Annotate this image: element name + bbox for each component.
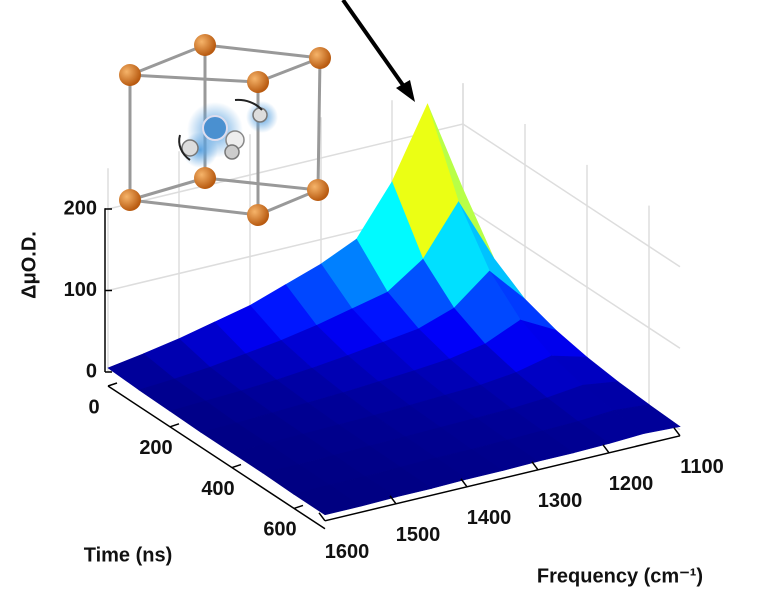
frequency-tick [673,427,681,437]
frequency-tick-label: 1300 [538,490,583,512]
time-tick-label: 0 [88,396,99,418]
frequency-tick [389,495,397,505]
frequency-tick-label: 1100 [680,456,723,478]
time-axis [107,385,326,530]
time-tick [293,504,304,510]
y-axis-label: Time (ns) [84,544,173,566]
z-tick-label: 100 [64,279,97,301]
time-tick [169,423,180,428]
frequency-tick-label: 1500 [396,524,441,546]
axes: 0 100 200 0 200 400 600 1100 1200 1300 1400 1500 160… [18,197,723,587]
time-tick-label: 400 [201,478,234,500]
frequency-tick-label: 1200 [609,473,654,495]
frequency-tick-label: 1600 [325,541,370,563]
frequency-tick [318,512,326,522]
time-tick-label: 200 [139,437,172,459]
x-axis-label: Frequency (cm⁻¹) [537,565,703,587]
z-axis-label: ΔμO.D. [18,231,40,299]
arrow [341,0,415,102]
time-tick [231,463,242,469]
time-tick [107,382,118,387]
inset-illustration [119,34,331,226]
frequency-tick [460,478,468,488]
frequency-tick [531,461,539,471]
surface-patch [293,484,362,516]
frequency-axis [324,435,681,522]
surface [107,103,681,516]
frequency-tick-label: 1400 [467,507,512,529]
z-tick-label: 0 [86,360,97,382]
time-tick-label: 600 [263,519,296,541]
z-tick-label: 200 [64,197,97,219]
frequency-tick [602,444,610,454]
